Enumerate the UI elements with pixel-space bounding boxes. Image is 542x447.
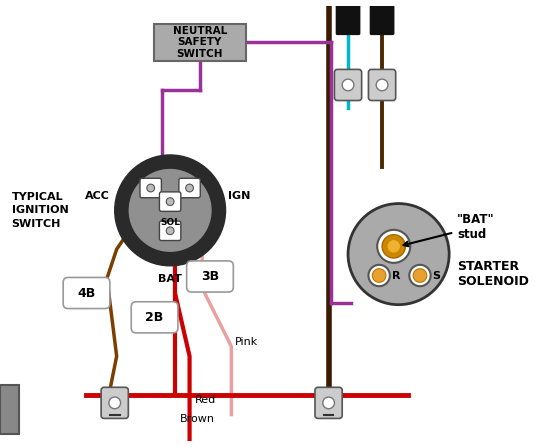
Circle shape — [382, 235, 405, 258]
Circle shape — [323, 397, 334, 409]
Circle shape — [342, 79, 354, 91]
Circle shape — [409, 265, 431, 286]
Text: R: R — [392, 271, 401, 282]
Circle shape — [130, 169, 211, 251]
Circle shape — [372, 269, 386, 283]
Circle shape — [147, 184, 154, 192]
FancyBboxPatch shape — [186, 261, 233, 292]
Text: Red: Red — [195, 395, 216, 405]
Circle shape — [376, 79, 388, 91]
FancyBboxPatch shape — [370, 5, 393, 34]
FancyBboxPatch shape — [140, 178, 162, 198]
FancyBboxPatch shape — [315, 387, 342, 418]
Circle shape — [387, 240, 401, 253]
FancyBboxPatch shape — [101, 387, 128, 418]
Circle shape — [166, 227, 174, 235]
Text: "BAT"
stud: "BAT" stud — [404, 213, 494, 246]
Text: 4B: 4B — [78, 287, 95, 299]
FancyBboxPatch shape — [159, 221, 181, 240]
FancyBboxPatch shape — [334, 69, 362, 101]
Circle shape — [166, 198, 174, 206]
Text: STARTER
SOLENOID: STARTER SOLENOID — [457, 260, 529, 287]
FancyBboxPatch shape — [337, 5, 360, 34]
Circle shape — [186, 184, 193, 192]
Circle shape — [413, 269, 427, 283]
FancyBboxPatch shape — [369, 69, 396, 101]
Circle shape — [115, 155, 225, 266]
Text: Brown: Brown — [180, 414, 215, 424]
Circle shape — [369, 265, 390, 286]
Circle shape — [109, 397, 120, 409]
Text: BAT: BAT — [158, 274, 182, 283]
FancyBboxPatch shape — [0, 385, 20, 434]
Text: TYPICAL
IGNITION
SWITCH: TYPICAL IGNITION SWITCH — [12, 192, 68, 228]
Circle shape — [348, 203, 449, 305]
Text: S: S — [433, 271, 441, 282]
Text: 2B: 2B — [145, 311, 164, 324]
Text: IGN: IGN — [229, 191, 251, 201]
Text: NEUTRAL
SAFETY
SWITCH: NEUTRAL SAFETY SWITCH — [173, 25, 227, 59]
Text: SOL: SOL — [160, 218, 180, 227]
Text: Pink: Pink — [235, 337, 259, 346]
FancyBboxPatch shape — [179, 178, 200, 198]
FancyBboxPatch shape — [153, 24, 246, 61]
Text: ACC: ACC — [85, 191, 110, 201]
FancyBboxPatch shape — [131, 302, 178, 333]
Text: 3B: 3B — [201, 270, 219, 283]
FancyBboxPatch shape — [159, 192, 181, 211]
FancyBboxPatch shape — [63, 278, 110, 308]
Circle shape — [377, 230, 410, 263]
